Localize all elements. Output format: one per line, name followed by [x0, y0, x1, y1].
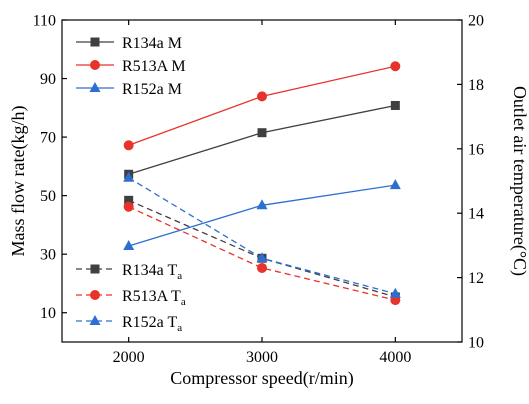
legend-item: R513A Ta [76, 288, 186, 308]
series-r152a-m [123, 179, 401, 250]
series-r513a-m [123, 61, 401, 151]
data-point [257, 262, 267, 273]
data-point [390, 100, 400, 110]
y-left-tick-label: 50 [40, 188, 56, 205]
data-point [390, 61, 401, 72]
legend-swatch-marker [89, 315, 101, 325]
y-left-tick-label: 10 [40, 305, 56, 322]
legend-swatch-marker [90, 37, 100, 47]
y-left-axis-title: Mass flow rate(kg/h) [8, 106, 29, 257]
y-right-axis-title: Outlet air temperature(°C) [509, 86, 529, 276]
legend-item: R134a Ta [76, 262, 182, 282]
data-point [123, 140, 134, 151]
legend-label: R152a Ta [122, 314, 182, 334]
x-axis: 2000 3000 4000 [113, 20, 411, 366]
y-left-tick-label: 90 [40, 71, 56, 88]
x-axis-title: Compressor speed(r/min) [170, 368, 353, 389]
legend-outlet-temperature: R134a Ta R513A Ta R152a Ta [76, 262, 186, 334]
legend-label: R134a Ta [122, 262, 182, 282]
legend-label: R152a M [122, 81, 182, 98]
legend-label: R134a M [122, 35, 182, 52]
data-point [257, 128, 267, 138]
data-point [389, 287, 401, 298]
y-right-tick-label: 16 [468, 141, 484, 158]
legend-label: R513A Ta [122, 288, 186, 308]
series-line [128, 184, 396, 247]
y-left-tick-label: 110 [33, 13, 56, 30]
data-point [257, 91, 267, 102]
data-point [124, 195, 134, 205]
y-left-tick-label: 70 [40, 130, 56, 147]
legend-item: R134a M [76, 35, 182, 52]
series-layer [123, 61, 401, 306]
legend-swatch-marker [90, 290, 100, 300]
data-point [256, 252, 268, 263]
legend-item: R152a Ta [76, 314, 182, 334]
y-right-tick-label: 18 [468, 77, 484, 94]
legend-mass-flow: R134a M R513A M R152a M [76, 35, 186, 98]
y-right-axis: 10 12 14 16 18 20 [457, 13, 484, 352]
y-right-tick-label: 14 [468, 206, 484, 223]
x-tick-label: 2000 [113, 349, 145, 366]
y-right-tick-label: 20 [468, 13, 484, 30]
data-point [123, 171, 135, 182]
legend-swatch-marker [90, 60, 100, 70]
legend-swatch-marker [89, 82, 101, 92]
x-tick-label: 3000 [246, 349, 278, 366]
legend-swatch-marker [90, 264, 100, 274]
y-left-axis: 10 30 50 70 90 110 [33, 13, 67, 322]
legend-item: R152a M [76, 81, 182, 98]
y-right-tick-label: 10 [468, 335, 484, 352]
legend-item: R513A M [76, 58, 186, 75]
x-tick-label: 4000 [379, 349, 411, 366]
legend-label: R513A M [122, 58, 186, 75]
series-r134a-ta [124, 195, 400, 302]
y-left-tick-label: 30 [40, 247, 56, 264]
series-r134a-m [124, 100, 400, 179]
data-point [123, 201, 134, 212]
series-line [128, 104, 396, 175]
data-point [256, 199, 268, 210]
series-r152a-ta [123, 171, 401, 298]
y-right-tick-label: 12 [468, 270, 484, 287]
data-point [389, 179, 401, 190]
data-point [123, 239, 135, 250]
